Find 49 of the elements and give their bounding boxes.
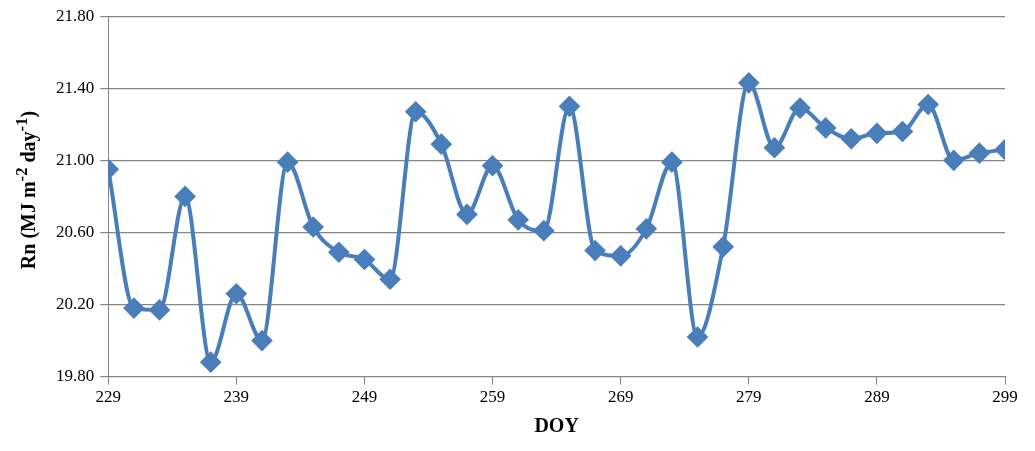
point bbox=[892, 121, 913, 142]
point bbox=[943, 150, 964, 171]
point bbox=[200, 352, 221, 373]
point bbox=[303, 217, 324, 238]
y-tick-label: 21.00 bbox=[56, 149, 95, 169]
point bbox=[354, 249, 375, 270]
point bbox=[251, 330, 272, 351]
x-tick-label: 239 bbox=[223, 387, 250, 407]
point bbox=[713, 236, 734, 257]
point bbox=[764, 137, 785, 158]
x-tick-label: 269 bbox=[607, 387, 634, 407]
point bbox=[149, 299, 170, 320]
point bbox=[533, 220, 554, 241]
point bbox=[841, 128, 862, 149]
point bbox=[790, 98, 811, 119]
point bbox=[585, 240, 606, 261]
y-tick-label: 20.20 bbox=[56, 293, 95, 313]
x-tick-label: 259 bbox=[479, 387, 506, 407]
y-tick-label: 19.80 bbox=[56, 366, 95, 386]
x-tick-label: 249 bbox=[351, 387, 378, 407]
x-tick-label: 229 bbox=[95, 387, 121, 407]
y-tick-label: 20.60 bbox=[56, 221, 95, 241]
point bbox=[405, 101, 426, 122]
x-tick-label: 279 bbox=[736, 387, 762, 407]
x-axis-title: DOY bbox=[534, 414, 580, 437]
point bbox=[918, 94, 939, 115]
point bbox=[431, 134, 452, 155]
x-tick-label: 289 bbox=[864, 387, 890, 407]
x-tick-label: 299 bbox=[992, 387, 1018, 407]
point bbox=[866, 123, 887, 144]
point bbox=[328, 242, 349, 263]
point bbox=[738, 72, 759, 93]
point bbox=[815, 117, 836, 138]
point bbox=[226, 283, 247, 304]
y-tick-label: 21.80 bbox=[56, 5, 95, 25]
point bbox=[456, 204, 477, 225]
point bbox=[969, 143, 990, 164]
point bbox=[661, 152, 682, 173]
point bbox=[380, 269, 401, 290]
point bbox=[559, 96, 580, 117]
point bbox=[175, 186, 196, 207]
point bbox=[636, 218, 657, 239]
y-tick-label: 21.40 bbox=[56, 77, 95, 97]
point bbox=[610, 245, 631, 266]
point bbox=[123, 298, 144, 319]
point bbox=[482, 155, 503, 176]
point bbox=[508, 209, 529, 230]
point bbox=[277, 152, 298, 173]
point bbox=[687, 326, 708, 347]
